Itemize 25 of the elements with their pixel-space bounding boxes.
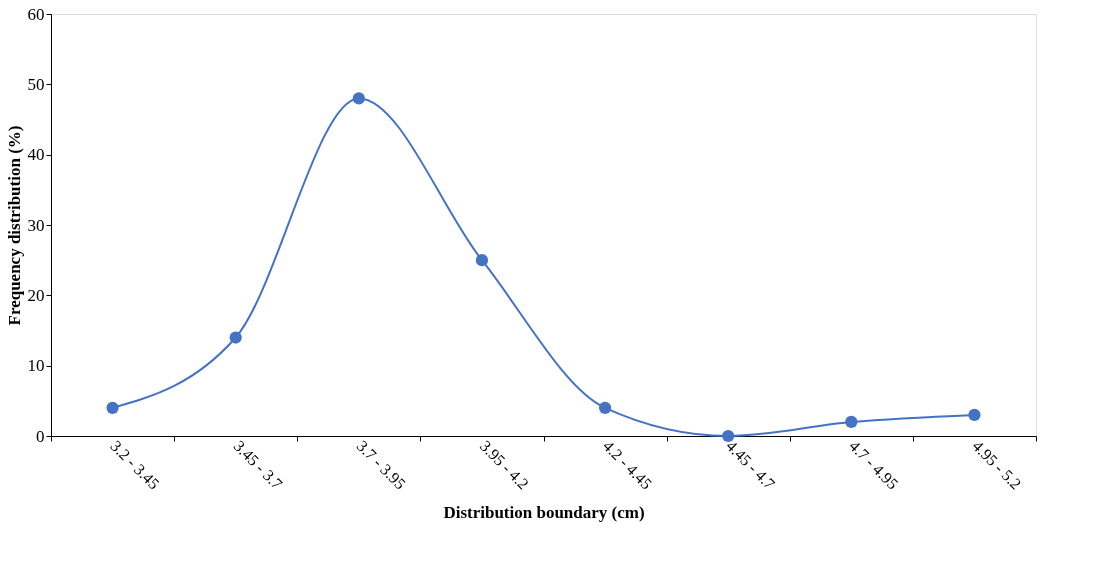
x-tick-label: 4.2 - 4.45 (599, 437, 656, 493)
y-tick-label: 20 (27, 285, 45, 305)
y-tick-label: 50 (27, 74, 45, 94)
point (352, 92, 365, 105)
x-tick-label: 4.95 - 5.2 (969, 437, 1025, 493)
y-tick-label: 30 (27, 215, 45, 235)
point (106, 401, 119, 414)
point (229, 331, 242, 344)
y-tick-label: 60 (27, 4, 45, 24)
x-tick-label: 4.45 - 4.7 (723, 437, 779, 493)
x-tick-label: 3.45 - 3.7 (230, 437, 286, 493)
y-tick-label: 10 (27, 356, 45, 376)
y-axis-title: Frequency distribution (%) (4, 125, 24, 326)
x-tick-label: 4.7 - 4.95 (846, 437, 902, 493)
point (845, 415, 858, 429)
point (968, 408, 981, 422)
x-tick-label: 3.7 - 3.95 (353, 437, 410, 493)
x-tick-label: 3.95 - 4.2 (476, 437, 533, 493)
y-tick-label: 0 (36, 426, 45, 446)
point (598, 401, 612, 414)
point (722, 429, 735, 443)
x-tick-label: 3.2 - 3.45 (107, 437, 163, 493)
y-tick-label: 40 (27, 145, 45, 165)
x-axis-title: Distribution boundary (cm) (443, 502, 645, 522)
point (475, 254, 489, 267)
